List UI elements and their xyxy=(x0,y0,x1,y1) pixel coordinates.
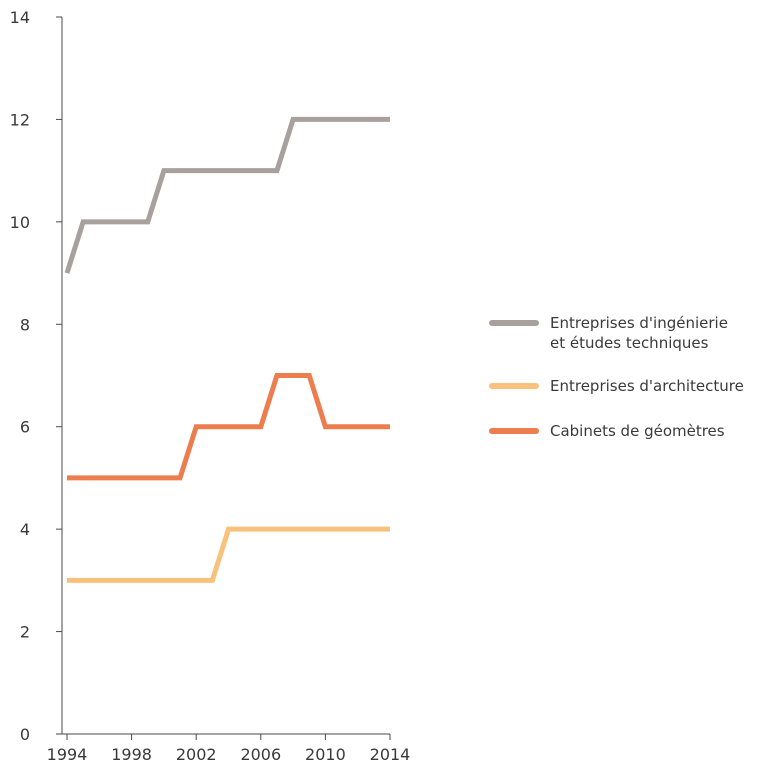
series-lines xyxy=(64,116,390,583)
series-line-0 xyxy=(64,116,390,274)
x-tick-label: 1998 xyxy=(111,745,152,764)
legend-label: Cabinets de géomètres xyxy=(550,422,725,440)
y-tick-label: 4 xyxy=(20,520,30,539)
series-line-1 xyxy=(67,526,390,583)
x-tick-label: 2014 xyxy=(370,745,411,764)
y-tick-label: 14 xyxy=(10,8,30,27)
x-tick-label: 2002 xyxy=(176,745,217,764)
y-tick-label: 8 xyxy=(20,315,30,334)
x-tick-label: 2006 xyxy=(240,745,281,764)
legend-label: et études techniques xyxy=(550,334,709,352)
legend-label: Entreprises d'ingénierie xyxy=(550,314,728,332)
y-axis: 0 2 4 6 8 10 12 14 xyxy=(10,8,63,744)
x-tick-label: 1994 xyxy=(47,745,88,764)
y-tick-label: 10 xyxy=(10,213,30,232)
y-tick-label: 0 xyxy=(20,725,30,744)
x-axis: 1994 1998 2002 2006 2010 2014 xyxy=(47,733,411,764)
y-tick-label: 12 xyxy=(10,110,30,129)
y-tick-label: 2 xyxy=(20,623,30,642)
legend: Entreprises d'ingénierie et études techni… xyxy=(489,314,744,440)
series-line-2 xyxy=(67,373,390,481)
y-tick-label: 6 xyxy=(20,418,30,437)
x-tick-label: 2010 xyxy=(305,745,346,764)
legend-label: Entreprises d'architecture xyxy=(550,377,744,395)
